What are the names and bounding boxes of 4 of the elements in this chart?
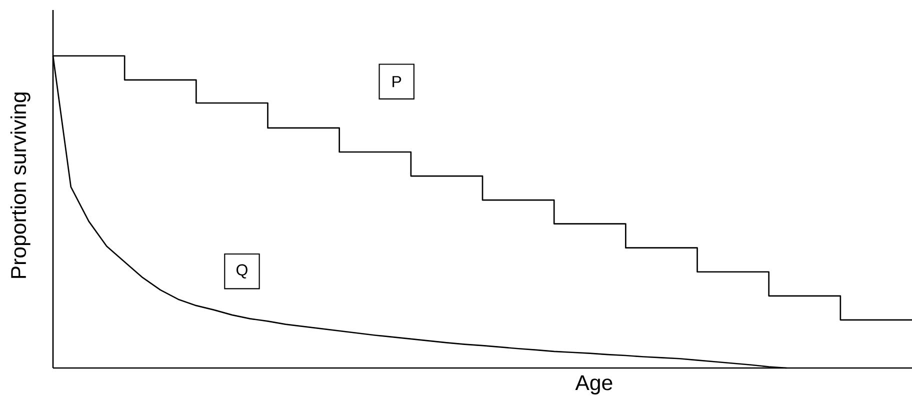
annotation: P	[392, 76, 402, 88]
annotation: Q	[236, 264, 248, 278]
y-axis-title: Proportion surviving	[10, 92, 30, 278]
x-axis-title: Age	[575, 375, 612, 394]
